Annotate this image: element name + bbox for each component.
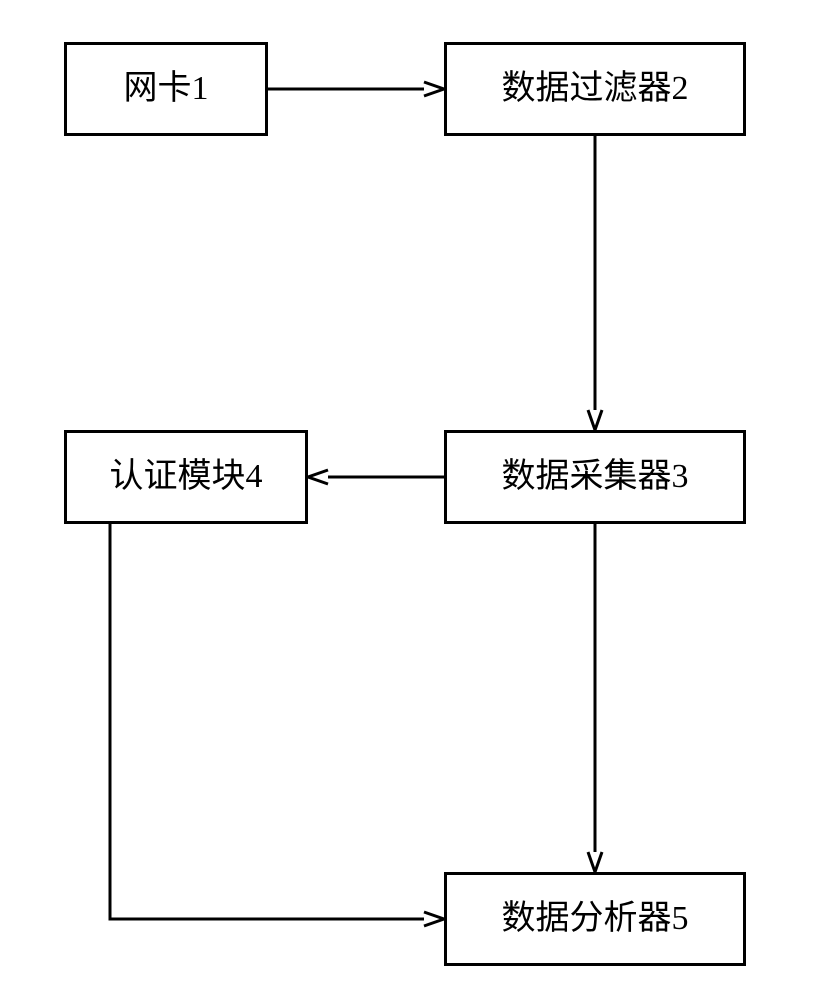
node-label: 数据过滤器2 <box>502 70 689 107</box>
node-network-card: 网卡1 <box>64 42 268 136</box>
node-label: 数据分析器5 <box>502 900 689 937</box>
node-data-analyzer: 数据分析器5 <box>444 872 746 966</box>
node-auth-module: 认证模块4 <box>64 430 308 524</box>
node-data-collector: 数据采集器3 <box>444 430 746 524</box>
node-label: 认证模块4 <box>110 458 263 495</box>
diagram-stage: 网卡1 数据过滤器2 数据采集器3 认证模块4 数据分析器5 <box>0 0 827 1000</box>
node-label: 网卡1 <box>124 70 209 107</box>
node-data-filter: 数据过滤器2 <box>444 42 746 136</box>
node-label: 数据采集器3 <box>502 458 689 495</box>
